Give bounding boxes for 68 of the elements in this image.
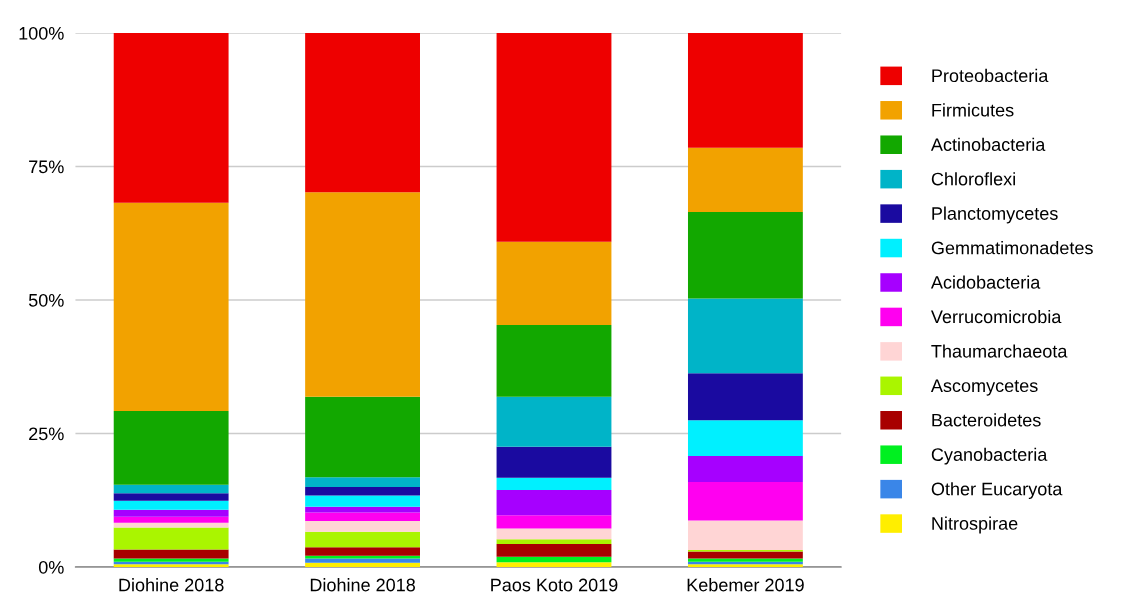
bar [305,547,420,556]
y-tick-label: 50% [28,293,64,307]
bar [113,493,229,501]
legend-label: Gemmatimonadetes [931,241,1093,255]
bar [496,562,612,568]
bar [305,558,420,563]
bar [113,549,229,559]
legend-label: Planctomycetes [932,206,1058,224]
legend-label: Firmicutes [932,103,1014,117]
y-tick-label: 100% [19,26,64,40]
x-tick-label: Kebemer 2019 [687,578,804,592]
bar [687,32,803,148]
x-tick-label: Diohine 2018 [119,578,224,592]
bar [113,516,229,523]
bar [113,527,229,550]
legend-label: Bacteroidetes [932,413,1041,427]
x-tick-label: Diohine 2018 [310,578,415,592]
legend-label: Nitrospirae [932,516,1018,534]
legend-label: Cyanobacteria [931,447,1048,465]
bar [305,495,420,507]
legend-label: Chloroflexi [931,172,1015,186]
bar [687,147,803,212]
legend-label: Acidobacteria [930,275,1041,289]
bar [113,484,229,494]
bar [305,192,420,397]
bar [496,544,612,557]
bar [305,32,420,193]
bar [113,411,229,485]
bar [687,482,803,521]
bar [305,562,420,568]
bar [687,520,803,550]
x-tick-label: Paos Koto 2019 [491,578,618,592]
legend-label: Proteobacteria [932,68,1049,83]
bar [305,486,420,496]
bar [113,202,229,412]
bar [305,396,420,478]
legend-label: Ascomycetes [930,379,1038,396]
bar [496,490,612,516]
bar [305,521,420,532]
bar [687,298,803,374]
bar [496,325,612,397]
legend-label: Actinobacteria [930,137,1046,151]
bar [496,396,612,447]
bar [305,531,420,548]
bar [305,477,420,487]
bar [496,539,612,545]
bar [496,528,612,540]
legend-label: Verrucomicrobia [930,309,1062,324]
bar [687,211,803,299]
bar [687,455,803,483]
y-tick-label: 0% [38,560,64,574]
bar [113,500,229,510]
bar [496,515,612,529]
y-tick-label: 25% [29,427,64,441]
bar [496,477,612,491]
bar [496,446,612,478]
bar [113,509,229,517]
bar [687,373,803,421]
y-tick-label: 75% [29,160,64,174]
bar [305,512,420,522]
legend-label: Other Eucaryota [931,482,1063,499]
legend-label: Thaumarchaeota [931,344,1068,358]
bar [496,556,612,563]
bar [496,241,612,326]
bar [305,506,420,513]
bar [687,420,803,456]
bar [496,32,612,242]
bar [113,32,229,203]
